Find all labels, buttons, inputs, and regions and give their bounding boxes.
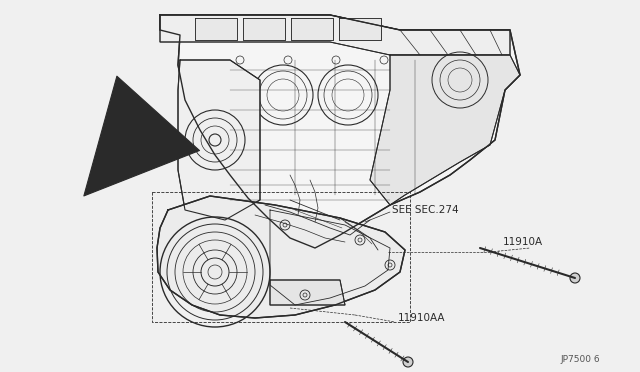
Polygon shape: [339, 18, 381, 40]
Polygon shape: [160, 15, 520, 248]
Text: JP7500 6: JP7500 6: [560, 356, 600, 365]
Text: FRONT: FRONT: [93, 150, 127, 186]
Polygon shape: [270, 280, 345, 305]
Polygon shape: [178, 60, 260, 220]
Polygon shape: [157, 196, 405, 318]
Polygon shape: [370, 55, 520, 205]
Polygon shape: [243, 18, 285, 40]
Circle shape: [570, 273, 580, 283]
Polygon shape: [195, 18, 237, 40]
Text: 11910AA: 11910AA: [398, 313, 445, 323]
Circle shape: [403, 357, 413, 367]
Polygon shape: [291, 18, 333, 40]
Text: SEE SEC.274: SEE SEC.274: [392, 205, 459, 215]
Text: 11910A: 11910A: [503, 237, 543, 247]
Polygon shape: [160, 15, 510, 55]
